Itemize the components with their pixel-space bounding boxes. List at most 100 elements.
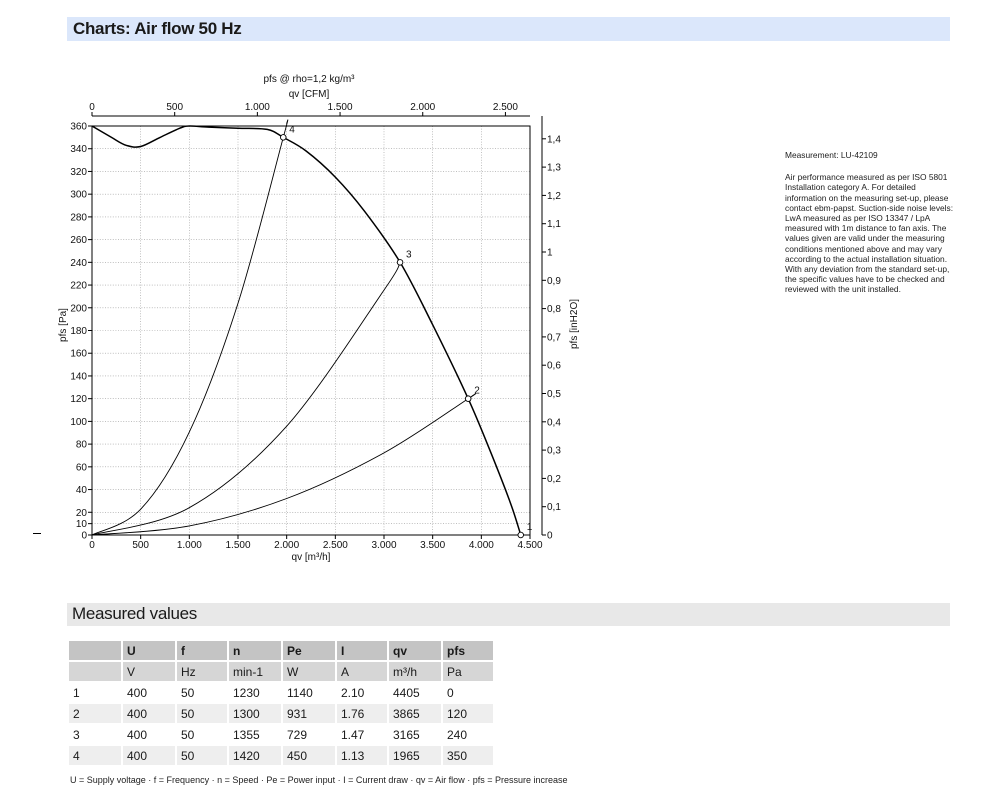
y-tick-label: 40 [76, 485, 88, 496]
y-tick-label: 60 [76, 462, 88, 473]
y2-tick-label: 0,3 [547, 446, 561, 457]
x2-tick-label: 2.500 [493, 102, 518, 113]
operating-point-label: 3 [406, 249, 412, 260]
unit-cell: A [337, 662, 387, 681]
measured-values-band: Measured values [67, 603, 950, 626]
y-tick-label: 140 [70, 371, 87, 382]
header-cell [69, 641, 121, 660]
header-cell: U [123, 641, 175, 660]
table-cell: 4 [69, 746, 121, 765]
y2-tick-label: 0,5 [547, 389, 561, 400]
table-row: 4 400 50 1420 450 1.13 1965 350 [69, 746, 493, 765]
y-axis-label: pfs [Pa] [58, 308, 69, 342]
fan-curve [91, 125, 522, 536]
x-tick-label: 1.500 [225, 540, 250, 551]
y-tick-label: 100 [70, 417, 87, 428]
y2-tick-label: 0,4 [547, 417, 561, 428]
unit-cell [69, 662, 121, 681]
y-tick-label: 200 [70, 303, 87, 314]
y-tick-label: 20 [76, 508, 88, 519]
x2-axis-label: qv [CFM] [289, 89, 330, 100]
unit-cell: V [123, 662, 175, 681]
table-cell: 1420 [229, 746, 281, 765]
table-units-row: V Hz min-1 W A m³/h Pa [69, 662, 493, 681]
table-cell: 1140 [283, 683, 335, 702]
y-tick-label: 340 [70, 144, 87, 155]
page-title: Charts: Air flow 50 Hz [73, 19, 242, 38]
y2-tick-label: 0 [547, 531, 553, 542]
operating-point-label: 4 [289, 124, 295, 135]
y-tick-label: 120 [70, 394, 87, 405]
table-cell: 400 [123, 704, 175, 723]
y-tick-label: 360 [70, 122, 87, 133]
y-tick-label: 180 [70, 326, 87, 337]
x2-axis-ticks: 0 500 1.000 1.500 2.000 2.500 [89, 102, 518, 116]
unit-cell: W [283, 662, 335, 681]
table-cell: 3865 [389, 704, 441, 723]
unit-cell: m³/h [389, 662, 441, 681]
table-cell: 1965 [389, 746, 441, 765]
table-row: 1 400 50 1230 1140 2.10 4405 0 [69, 683, 493, 702]
measurement-reference: Measurement: LU-42109 [785, 150, 878, 160]
header-cell: f [177, 641, 227, 660]
measured-values-table: U f n Pe I qv pfs V Hz min-1 W A m³/h Pa… [67, 639, 495, 767]
y2-tick-label: 0,2 [547, 474, 561, 485]
table-cell: 50 [177, 746, 227, 765]
y2-tick-label: 0,1 [547, 502, 561, 513]
table-cell: 1.76 [337, 704, 387, 723]
x-tick-label: 4.500 [517, 540, 542, 551]
y-tick-label: 0 [81, 531, 87, 542]
table-cell: 1230 [229, 683, 281, 702]
y-tick-label: 280 [70, 212, 87, 223]
header-cell: n [229, 641, 281, 660]
y-tick-label: 80 [76, 440, 88, 451]
table-cell: 1 [69, 683, 121, 702]
measured-values-title: Measured values [72, 604, 197, 623]
operating-points: 1 2 3 4 [280, 124, 533, 539]
table-cell: 729 [283, 725, 335, 744]
table-cell: 1.47 [337, 725, 387, 744]
table-cell: 3 [69, 725, 121, 744]
header-cell: pfs [443, 641, 493, 660]
y-tick-label: 260 [70, 235, 87, 246]
x2-tick-label: 1.000 [245, 102, 270, 113]
y2-tick-label: 0,9 [547, 276, 561, 287]
operating-point-marker [396, 259, 404, 266]
chart-grid [92, 126, 530, 535]
table-cell: 400 [123, 746, 175, 765]
y-tick-label: 240 [70, 258, 87, 269]
air-flow-chart: pfs @ rho=1,2 kg/m³ qv [CFM] 0 500 1.000 1.… [58, 74, 580, 563]
y2-tick-label: 1,3 [547, 163, 561, 174]
table-cell: 50 [177, 704, 227, 723]
x-tick-label: 3.000 [371, 540, 396, 551]
y2-tick-label: 1,2 [547, 191, 561, 202]
y-tick-label: 320 [70, 167, 87, 178]
table-cell: 3165 [389, 725, 441, 744]
x-axis-ticks: 0 500 1.000 1.500 2.000 2.500 3.000 3.500 4.000 4… [89, 535, 543, 551]
header-cell: Pe [283, 641, 335, 660]
table-cell: 240 [443, 725, 493, 744]
y-tick-label: 160 [70, 349, 87, 360]
x-tick-label: 1.000 [177, 540, 202, 551]
table-cell: 931 [283, 704, 335, 723]
table-cell: 4405 [389, 683, 441, 702]
header-cell: qv [389, 641, 441, 660]
table-cell: 1300 [229, 704, 281, 723]
table-cell: 350 [443, 746, 493, 765]
operating-point-marker [464, 395, 472, 402]
y2-tick-label: 1 [547, 248, 553, 259]
x2-tick-label: 0 [89, 102, 95, 113]
y-tick-label: 220 [70, 281, 87, 292]
operating-point-label: 2 [474, 386, 480, 397]
y2-axis-ticks: 0 0,1 0,2 0,3 0,4 0,5 0,6 0,7 0,8 0,9 1 1,1 1,2 1,3 1,… [542, 134, 561, 542]
table-cell: 0 [443, 683, 493, 702]
chart-title: pfs @ rho=1,2 kg/m³ [263, 74, 355, 85]
table-cell: 2 [69, 704, 121, 723]
chart-curves [91, 119, 522, 536]
table-header-row: U f n Pe I qv pfs [69, 641, 493, 660]
y-tick-label: 10 [76, 519, 88, 530]
title-band: Charts: Air flow 50 Hz [67, 17, 950, 41]
y2-tick-label: 1,4 [547, 134, 561, 145]
operating-point-label: 1 [527, 522, 533, 533]
